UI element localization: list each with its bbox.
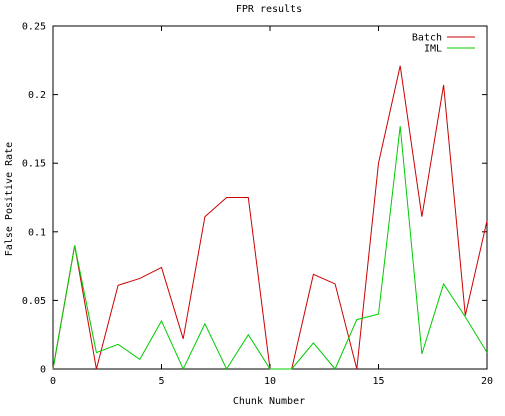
y-axis-label: False Positive Rate <box>4 142 15 256</box>
x-tick-label: 10 <box>264 376 276 387</box>
legend-label-iml: IML <box>424 44 442 55</box>
x-tick-label: 5 <box>158 376 164 387</box>
series-line-iml <box>52 126 488 371</box>
legend-label-batch: Batch <box>412 33 442 44</box>
x-tick-label: 15 <box>372 376 384 387</box>
x-tick-label: 0 <box>50 376 56 387</box>
y-tick-label: 0.25 <box>22 22 46 33</box>
chart-title: FPR results <box>236 4 302 15</box>
series-line-batch <box>52 65 488 370</box>
y-tick-label: 0 <box>40 365 46 376</box>
y-tick-label: 0.1 <box>28 227 46 238</box>
plot-frame <box>52 25 488 370</box>
y-tick-label: 0.2 <box>28 90 46 101</box>
x-tick-label: 20 <box>481 376 493 387</box>
y-tick-label: 0.15 <box>22 159 46 170</box>
y-tick-label: 0.05 <box>22 296 46 307</box>
x-axis-label: Chunk Number <box>233 396 305 407</box>
